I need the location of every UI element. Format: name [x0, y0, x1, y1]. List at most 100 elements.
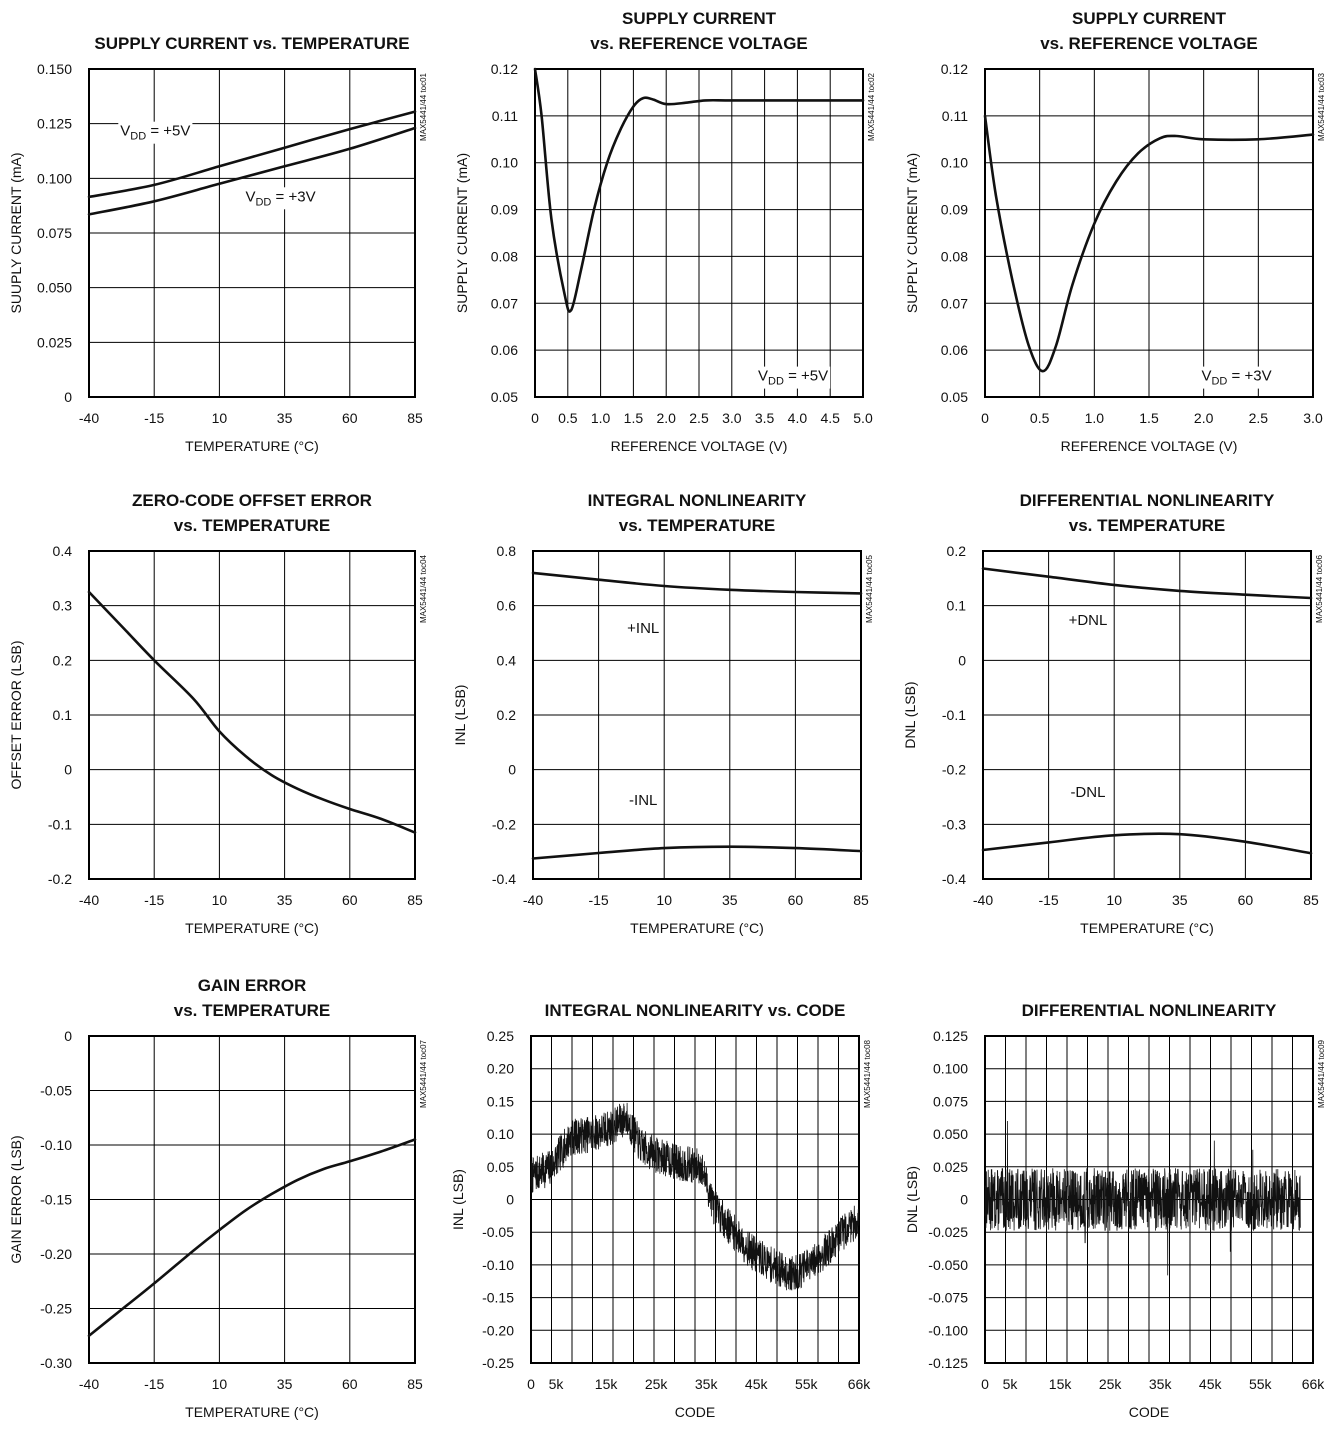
x-tick-label: -15: [1038, 892, 1058, 908]
series-annotation: -INL: [629, 792, 657, 809]
x-tick-label: 45k: [1199, 1376, 1223, 1392]
chart-title: GAIN ERROR: [198, 976, 307, 995]
x-tick-label: 35k: [695, 1376, 719, 1392]
y-tick-label: 0.11: [942, 108, 968, 124]
x-tick-label: -15: [144, 410, 164, 426]
x-tick-label: 25k: [645, 1376, 669, 1392]
series-line: [984, 1120, 1301, 1276]
chart-title: vs. TEMPERATURE: [174, 516, 331, 535]
y-tick-label: 0.07: [491, 295, 518, 311]
x-tick-label: -40: [79, 892, 99, 908]
x-tick-label: 0: [981, 410, 989, 426]
y-tick-label: -0.125: [928, 1355, 968, 1371]
y-tick-label: 0: [508, 762, 516, 778]
chart-title: INTEGRAL NONLINEARITY: [588, 491, 807, 510]
y-tick-label: -0.15: [40, 1192, 72, 1208]
chart-toc01: SUPPLY CURRENT vs. TEMPERATURE -40 -15 10 35…: [8, 34, 428, 454]
x-tick-label: -40: [79, 410, 99, 426]
chart-title: vs. TEMPERATURE: [619, 516, 776, 535]
x-tick-label: 60: [788, 892, 804, 908]
series-line: [983, 114, 1315, 373]
x-tick-label: 15k: [595, 1376, 619, 1392]
y-tick-label: 0.025: [37, 334, 72, 350]
series-annotation: VDD = +3V: [1201, 368, 1271, 388]
y-tick-label: -0.10: [482, 1257, 514, 1273]
y-tick-label: -0.3: [942, 816, 966, 832]
x-tick-label: 10: [656, 892, 672, 908]
x-tick-label: 35k: [1149, 1376, 1173, 1392]
y-tick-label: 0.6: [497, 598, 517, 614]
y-axis-label: GAIN ERROR (LSB): [8, 1135, 24, 1263]
figure-code-label: MAX5441/44 toc08: [863, 1039, 872, 1108]
chart-title: vs. REFERENCE VOLTAGE: [1040, 34, 1258, 53]
grid: [89, 69, 415, 397]
series-annotation: +DNL: [1069, 612, 1108, 629]
x-tick-label: 5k: [1003, 1376, 1019, 1392]
y-tick-label: 0.100: [933, 1061, 968, 1077]
x-tick-label: 0: [531, 410, 539, 426]
figure-code-label: MAX5441/44 toc05: [865, 554, 874, 623]
y-axis-label: INL (LSB): [450, 1169, 466, 1230]
x-tick-label: -40: [523, 892, 543, 908]
x-axis-label: TEMPERATURE (°C): [185, 438, 319, 454]
grid: [89, 551, 415, 879]
y-tick-label: 0.20: [487, 1061, 514, 1077]
series-line: [531, 571, 863, 595]
x-tick-label: 1.5: [1139, 410, 1159, 426]
chart-title: SUPPLY CURRENT: [622, 9, 777, 28]
x-tick-label: 5k: [549, 1376, 565, 1392]
y-tick-label: 0.125: [37, 116, 72, 132]
figure-code-label: MAX5441/44 toc02: [867, 72, 876, 141]
y-tick-label: -0.1: [942, 707, 966, 723]
y-tick-label: 0.2: [497, 707, 517, 723]
x-tick-label: 60: [342, 892, 358, 908]
y-tick-label: 0.25: [487, 1028, 514, 1044]
y-axis-label: DNL (LSB): [902, 681, 918, 748]
y-tick-label: -0.100: [928, 1322, 968, 1338]
y-tick-label: 0.12: [491, 61, 518, 77]
annotation-background: [1199, 366, 1274, 389]
plot-frame: [88, 550, 416, 880]
x-axis-label: REFERENCE VOLTAGE (V): [1061, 438, 1238, 454]
y-tick-label: 0: [960, 1192, 968, 1208]
x-tick-label: 66k: [1302, 1376, 1326, 1392]
y-tick-label: 0.09: [491, 202, 518, 218]
x-tick-label: 10: [212, 892, 228, 908]
series-annotation: -DNL: [1070, 784, 1105, 801]
y-tick-label: -0.25: [40, 1301, 72, 1317]
y-tick-label: -0.050: [928, 1257, 968, 1273]
series-annotation: VDD = +5V: [758, 368, 828, 388]
annotation-background: [1068, 783, 1108, 802]
y-axis-label: DNL (LSB): [904, 1166, 920, 1233]
plot-frame: [982, 550, 1312, 880]
y-tick-label: 0.10: [941, 155, 968, 171]
x-tick-label: 0.5: [558, 410, 578, 426]
x-tick-label: 2.0: [1194, 410, 1214, 426]
x-tick-label: 10: [212, 410, 228, 426]
y-tick-label: -0.2: [492, 816, 516, 832]
y-axis-label: INL (LSB): [452, 685, 468, 746]
y-tick-label: 0.4: [53, 543, 73, 559]
annotation-background: [1066, 610, 1110, 630]
chart-title: ZERO-CODE OFFSET ERROR: [132, 491, 372, 510]
x-axis-label: TEMPERATURE (°C): [185, 920, 319, 936]
x-tick-label: 1.0: [1085, 410, 1105, 426]
x-tick-label: 66k: [848, 1376, 872, 1392]
chart-title: SUPPLY CURRENT: [1072, 9, 1227, 28]
y-tick-label: -0.4: [942, 871, 966, 887]
y-tick-label: 0.05: [491, 389, 518, 405]
x-tick-label: -15: [144, 1376, 164, 1392]
y-tick-label: 0.06: [941, 342, 968, 358]
y-tick-label: 0.4: [497, 652, 517, 668]
x-tick-label: 85: [407, 410, 423, 426]
x-tick-label: 10: [212, 1376, 228, 1392]
x-tick-label: 3.0: [722, 410, 742, 426]
x-tick-label: 85: [407, 892, 423, 908]
annotation-background: [756, 366, 831, 389]
y-tick-label: 0.050: [37, 280, 72, 296]
x-axis-label: CODE: [1129, 1404, 1169, 1420]
y-tick-label: -0.2: [48, 871, 72, 887]
y-tick-label: 0.2: [947, 543, 967, 559]
series-line: [530, 1102, 860, 1291]
x-tick-label: 2.5: [689, 410, 709, 426]
